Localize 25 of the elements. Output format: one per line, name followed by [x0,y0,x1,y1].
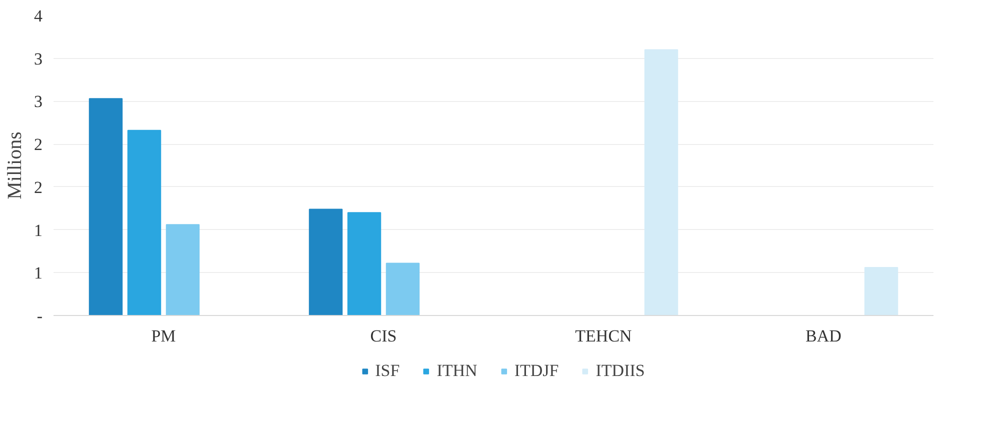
y-tick-label: 2 [34,178,42,197]
bar [864,267,898,316]
y-axis-title: Millions [4,131,26,200]
legend-label: ISF [375,360,400,380]
bar [88,98,123,316]
bar [644,49,678,316]
x-tick-label: BAD [806,326,842,346]
x-tick-label: PM [151,326,176,346]
y-tick-label: - [36,306,43,326]
y-tick-label: 1 [34,264,42,283]
bar [308,208,343,316]
y-tick-label: 2 [34,135,42,154]
bar [166,224,200,316]
x-tick-label: TEHCN [575,326,632,346]
legend-label: ITHN [436,360,478,380]
legend-label: ITDIIS [596,360,645,380]
x-tick-label: CIS [370,326,397,346]
legend-label: ITDJF [514,360,559,380]
y-tick-label: 1 [34,220,42,240]
y-tick-label: 4 [34,6,43,26]
bar [386,262,420,316]
bar [127,130,162,316]
bar [347,212,382,316]
y-tick-label: 3 [34,92,42,112]
y-tick-label: 3 [34,49,42,68]
